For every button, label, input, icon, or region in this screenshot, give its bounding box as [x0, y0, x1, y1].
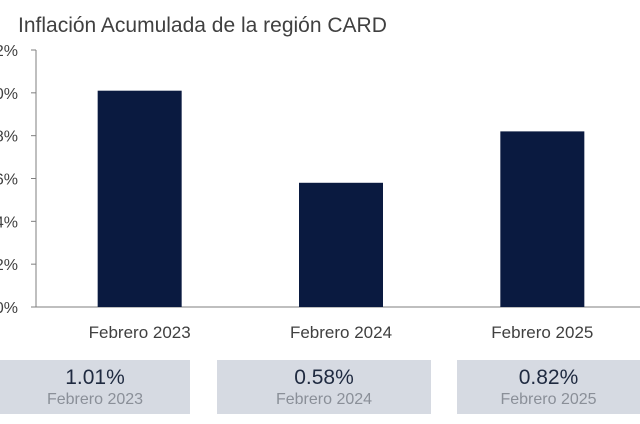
x-tick-label: Febrero 2024 [290, 323, 392, 342]
summary-card-2024: 0.58% Febrero 2024 [217, 360, 431, 414]
bar [299, 182, 383, 307]
y-tick-label: 0.0% [0, 300, 18, 317]
y-tick-label: 0.4% [0, 214, 18, 231]
summary-value: 1.01% [65, 366, 125, 389]
y-tick-label: 0.2% [0, 257, 18, 274]
x-tick-label: Febrero 2023 [89, 323, 191, 342]
x-tick-label: Febrero 2025 [491, 323, 593, 342]
y-tick-label: 0.8% [0, 129, 18, 146]
summary-label: Febrero 2025 [500, 391, 597, 408]
y-tick-label: 0.6% [0, 172, 18, 189]
bar-chart: 0.0% 0.2% 0.4% 0.6% 0.8% 1.0% 1.2% Febrero 2023… [0, 43, 640, 342]
bar [97, 90, 182, 307]
summary-value: 0.82% [518, 366, 579, 389]
y-tick-label: 1.2% [0, 43, 18, 60]
summary-card-2025: 0.82% Febrero 2025 [457, 360, 640, 414]
summary-label: Febrero 2024 [275, 391, 373, 408]
summary-label: Febrero 2023 [46, 391, 144, 408]
summary-value: 0.58% [294, 366, 354, 389]
y-tick-label: 1.0% [0, 86, 18, 103]
chart-title: Inflación Acumulada de la región CARD [18, 14, 387, 37]
summary-card-2023: 1.01% Febrero 2023 [0, 360, 190, 414]
bar [500, 131, 585, 307]
